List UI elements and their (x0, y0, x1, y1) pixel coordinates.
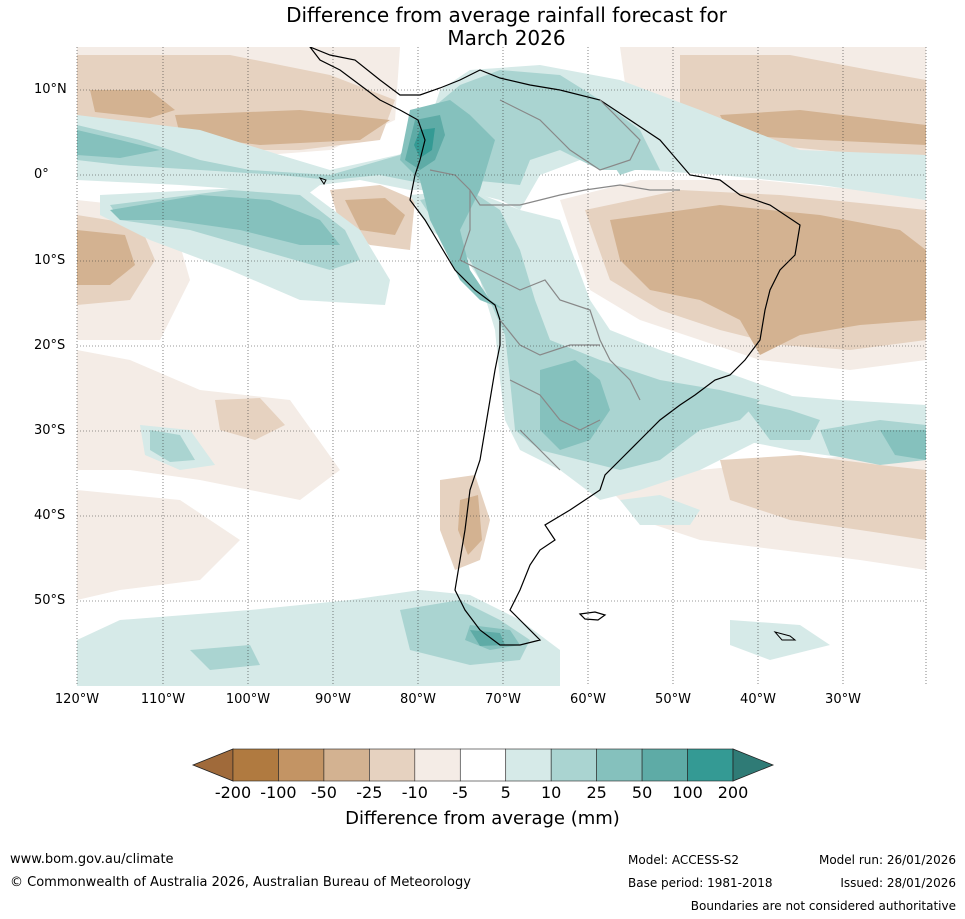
longitude-label: 80°W (400, 692, 436, 707)
longitude-label: 60°W (570, 692, 606, 707)
latitude-label: 10°S (34, 253, 66, 268)
latitude-label: 30°S (34, 423, 66, 438)
anomaly-patch (175, 110, 390, 145)
anomaly-patch (77, 490, 240, 600)
base-period-label: Base period: 1981-2018 (628, 876, 773, 890)
colorbar-tick-label: -5 (452, 783, 469, 802)
longitude-label: 50°W (655, 692, 691, 707)
longitude-label: 40°W (740, 692, 776, 707)
anomaly-patch (110, 195, 340, 245)
anomaly-patch (458, 495, 482, 555)
colorbar-extend-high (732, 748, 775, 782)
colorbar-tick-label: 200 (717, 783, 749, 802)
colorbar-tick-label: -50 (310, 783, 337, 802)
longitude-label: 110°W (140, 692, 186, 707)
colorbar-segment (687, 748, 734, 782)
colorbar-tick-label: 25 (586, 783, 607, 802)
anomaly-patch (77, 230, 135, 285)
graticule (76, 47, 927, 686)
latitude-label: 0° (34, 167, 49, 182)
anomaly-patch (420, 190, 760, 470)
anomaly-patch (740, 400, 820, 440)
anomaly-patch (600, 140, 650, 175)
colorbar-title: Difference from average (mm) (345, 808, 620, 829)
colorbar-segment (278, 748, 325, 782)
model-label: Model: ACCESS-S2 (628, 853, 740, 867)
colorbar-segment (369, 748, 416, 782)
anomaly-patch (77, 130, 160, 158)
colorbar-segment (596, 748, 643, 782)
issued-label: Issued: 28/01/2026 (840, 876, 956, 890)
anomaly-patch (150, 430, 195, 462)
anomaly-patch (90, 90, 175, 118)
colorbar-segment (414, 748, 461, 782)
anomaly-patch (190, 645, 260, 670)
copyright-notice: © Commonwealth of Australia 2026, Austra… (10, 875, 471, 890)
colorbar-tick-label: -10 (401, 783, 428, 802)
longitude-label: 90°W (315, 692, 351, 707)
anomaly-patch (540, 360, 610, 450)
longitude-label: 120°W (54, 692, 100, 707)
colorbar-tick-label: -25 (356, 783, 383, 802)
latitude-label: 20°S (34, 338, 66, 353)
colorbar-tick-label: -100 (260, 783, 297, 802)
colorbar-segment (550, 748, 597, 782)
latitude-label: 40°S (34, 508, 66, 523)
anomaly-patch (345, 198, 405, 235)
disclaimer: Boundaries are not considered authoritat… (690, 899, 956, 913)
anomaly-patch (620, 495, 700, 525)
longitude-label: 100°W (225, 692, 271, 707)
anomaly-patch (77, 350, 340, 500)
south-america-coastline (309, 47, 801, 646)
latitude-label: 10°N (34, 82, 67, 97)
colorbar-segment (505, 748, 552, 782)
anomaly-patch (720, 455, 926, 540)
colorbar-segment (459, 748, 507, 782)
colorbar-segment (641, 748, 688, 782)
south-georgia (773, 631, 797, 641)
anomaly-patch (880, 430, 926, 460)
latitude-label: 50°S (34, 593, 66, 608)
galapagos-islands (318, 177, 327, 185)
colorbar-segment (323, 748, 370, 782)
anomaly-patch (77, 70, 660, 185)
colorbar-tick-label: 5 (500, 783, 511, 802)
colorbar-tick-label: -200 (214, 783, 252, 802)
falkland-islands (578, 611, 607, 621)
anomaly-patch (610, 205, 926, 355)
anomaly-patch (215, 398, 285, 440)
rainfall-anomaly-field (77, 47, 926, 686)
map-title: Difference from average rainfall forecas… (0, 4, 965, 50)
longitude-label: 30°W (825, 692, 861, 707)
title-line-1: Difference from average rainfall forecas… (286, 3, 727, 27)
title-line-2: March 2026 (447, 26, 566, 50)
country-borders (429, 99, 680, 471)
anomaly-patch (730, 620, 830, 660)
colorbar (191, 748, 775, 782)
colorbar-tick-label: 100 (672, 783, 703, 802)
anomaly-patch (720, 110, 926, 145)
longitude-label: 70°W (485, 692, 521, 707)
colorbar-tick-label: 50 (631, 783, 653, 802)
website-link[interactable]: www.bom.gov.au/climate (10, 852, 174, 867)
colorbar-extend-low (191, 748, 234, 782)
model-run-label: Model run: 26/01/2026 (818, 853, 956, 867)
colorbar-segment (232, 748, 279, 782)
colorbar-tick-label: 10 (540, 783, 562, 802)
